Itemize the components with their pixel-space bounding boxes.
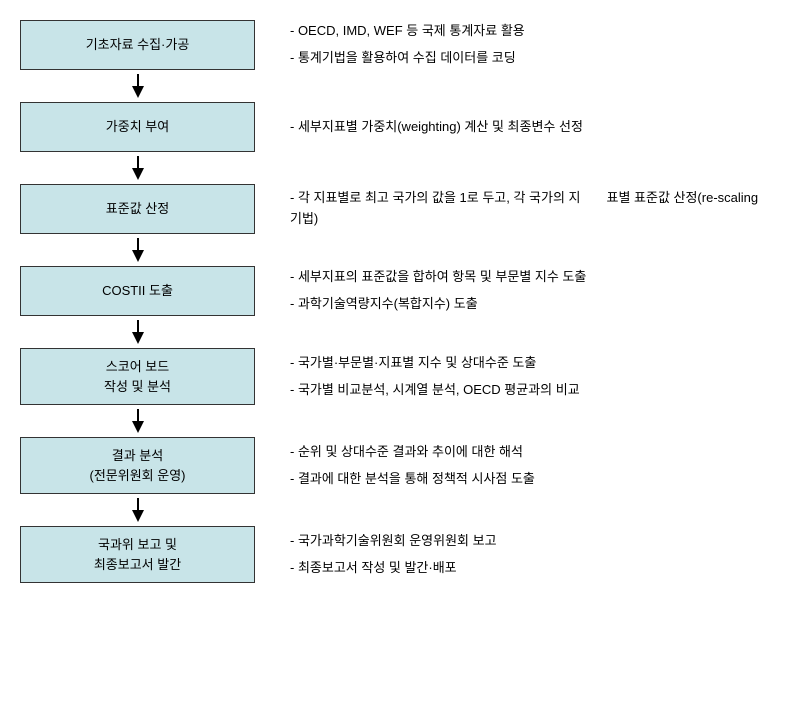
flow-node: 가중치 부여 bbox=[20, 102, 255, 152]
flow-desc-line: - OECD, IMD, WEF 등 국제 통계자료 활용 bbox=[290, 21, 766, 42]
arrow-down-icon bbox=[130, 409, 146, 433]
arrow-down-icon bbox=[130, 320, 146, 344]
flow-node: 표준값 산정 bbox=[20, 184, 255, 234]
flow-row: 스코어 보드작성 및 분석- 국가별·부문별·지표별 지수 및 상대수준 도출-… bbox=[20, 348, 766, 405]
flow-desc-line: - 과학기술역량지수(복합지수) 도출 bbox=[290, 294, 766, 315]
flow-node-label: 가중치 부여 bbox=[106, 117, 169, 137]
flow-desc-line: - 순위 및 상대수준 결과와 추이에 대한 해석 bbox=[290, 442, 766, 463]
flow-arrow bbox=[20, 494, 255, 526]
flow-desc-line: - 국가별·부문별·지표별 지수 및 상대수준 도출 bbox=[290, 353, 766, 374]
flow-row: 가중치 부여 - 세부지표별 가중치(weighting) 계산 및 최종변수 선… bbox=[20, 102, 766, 152]
flow-desc: - 국가과학기술위원회 운영위원회 보고 - 최종보고서 작성 및 발간·배포 bbox=[290, 531, 766, 579]
flow-desc: - OECD, IMD, WEF 등 국제 통계자료 활용 - 통계기법을 활용하… bbox=[290, 21, 766, 69]
flow-node-label: (전문위원회 운영) bbox=[90, 466, 186, 486]
arrow-down-icon bbox=[130, 498, 146, 522]
flow-desc-line: - 결과에 대한 분석을 통해 정책적 시사점 도출 bbox=[290, 469, 766, 490]
flow-arrow bbox=[20, 70, 255, 102]
flow-desc: - 각 지표별로 최고 국가의 값을 1로 두고, 각 국가의 지 표별 표준값… bbox=[290, 188, 766, 230]
flow-row: COSTII 도출 - 세부지표의 표준값을 합하여 항목 및 부문별 지수 도출… bbox=[20, 266, 766, 316]
flow-row: 결과 분석(전문위원회 운영) - 순위 및 상대수준 결과와 추이에 대한 해석… bbox=[20, 437, 766, 494]
flow-node: COSTII 도출 bbox=[20, 266, 255, 316]
flow-node: 스코어 보드작성 및 분석 bbox=[20, 348, 255, 405]
flow-node-label: 기초자료 수집·가공 bbox=[86, 35, 190, 55]
flow-node-label: 국과위 보고 및 bbox=[98, 535, 177, 555]
flow-arrow bbox=[20, 152, 255, 184]
flow-desc-line: - 통계기법을 활용하여 수집 데이터를 코딩 bbox=[290, 48, 766, 69]
flow-desc-line: - 최종보고서 작성 및 발간·배포 bbox=[290, 558, 766, 579]
flowchart-container: 기초자료 수집·가공- OECD, IMD, WEF 등 국제 통계자료 활용-… bbox=[20, 20, 766, 583]
flow-desc: - 세부지표별 가중치(weighting) 계산 및 최종변수 선정 bbox=[290, 117, 766, 138]
arrow-down-icon bbox=[130, 238, 146, 262]
flow-arrow bbox=[20, 316, 255, 348]
flow-node-label: 표준값 산정 bbox=[106, 199, 169, 219]
flow-arrow bbox=[20, 405, 255, 437]
flow-node-label: 스코어 보드 bbox=[106, 357, 169, 377]
arrow-down-icon bbox=[130, 156, 146, 180]
flow-node-label: COSTII 도출 bbox=[102, 281, 173, 301]
flow-row: 국과위 보고 및최종보고서 발간 - 국가과학기술위원회 운영위원회 보고 - 최종… bbox=[20, 526, 766, 583]
flow-row: 표준값 산정 - 각 지표별로 최고 국가의 값을 1로 두고, 각 국가의 지 … bbox=[20, 184, 766, 234]
flow-desc: - 세부지표의 표준값을 합하여 항목 및 부문별 지수 도출 - 과학기술역량지… bbox=[290, 267, 766, 315]
flow-row: 기초자료 수집·가공- OECD, IMD, WEF 등 국제 통계자료 활용-… bbox=[20, 20, 766, 70]
flow-arrow bbox=[20, 234, 255, 266]
arrow-down-icon bbox=[130, 74, 146, 98]
flow-node-label: 작성 및 분석 bbox=[104, 377, 171, 397]
flow-node: 기초자료 수집·가공 bbox=[20, 20, 255, 70]
flow-node-label: 최종보고서 발간 bbox=[94, 555, 181, 575]
flow-desc-line: - 국가과학기술위원회 운영위원회 보고 bbox=[290, 531, 766, 552]
flow-desc-line: - 국가별 비교분석, 시계열 분석, OECD 평균과의 비교 bbox=[290, 380, 766, 401]
flow-desc: - 국가별·부문별·지표별 지수 및 상대수준 도출 - 국가별 비교분석, 시계… bbox=[290, 353, 766, 401]
flow-node-label: 결과 분석 bbox=[112, 446, 163, 466]
flow-desc-line: - 각 지표별로 최고 국가의 값을 1로 두고, 각 국가의 지 표별 표준값… bbox=[290, 188, 766, 230]
flow-desc-line: - 세부지표의 표준값을 합하여 항목 및 부문별 지수 도출 bbox=[290, 267, 766, 288]
flow-node: 국과위 보고 및최종보고서 발간 bbox=[20, 526, 255, 583]
flow-node: 결과 분석(전문위원회 운영) bbox=[20, 437, 255, 494]
flow-desc: - 순위 및 상대수준 결과와 추이에 대한 해석 - 결과에 대한 분석을 통해… bbox=[290, 442, 766, 490]
flow-desc-line: - 세부지표별 가중치(weighting) 계산 및 최종변수 선정 bbox=[290, 117, 766, 138]
